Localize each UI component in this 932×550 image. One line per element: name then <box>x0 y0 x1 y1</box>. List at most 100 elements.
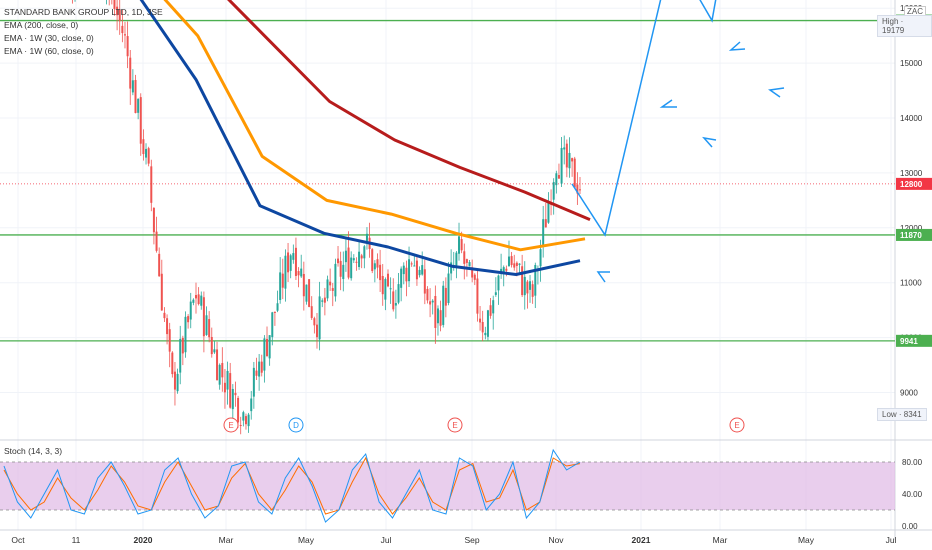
candle-body <box>529 281 531 290</box>
candle-body <box>150 166 152 202</box>
candle-body <box>342 265 344 279</box>
candle-body <box>458 236 460 253</box>
candle-body <box>508 257 510 267</box>
candle-body <box>445 288 447 306</box>
candle-body <box>374 263 376 269</box>
candle-body <box>324 298 326 303</box>
candle-body <box>305 285 307 302</box>
stoch-tick-label: 80.00 <box>902 458 923 467</box>
projection-arrows <box>572 0 803 282</box>
candle-body <box>234 393 236 395</box>
candle-body <box>479 319 481 323</box>
candle-body <box>526 282 528 294</box>
low-label: Low · 8341 <box>877 408 927 421</box>
candle-body <box>542 219 544 245</box>
candle-body <box>376 259 378 267</box>
high-label: High · 19179 <box>877 15 932 37</box>
candle-body <box>350 258 352 279</box>
candle-body <box>287 252 289 272</box>
price-tick-label: 13000 <box>900 169 923 178</box>
stoch-tick-label: 40.00 <box>902 490 923 499</box>
current-price-text: 12800 <box>900 180 923 189</box>
candle-body <box>292 253 294 260</box>
stoch-legend[interactable]: Stoch (14, 3, 3) <box>4 446 62 456</box>
time-tick-label: 2021 <box>632 535 651 545</box>
candle-body <box>450 262 452 273</box>
candle-body <box>440 310 442 326</box>
candle-body <box>219 365 221 385</box>
candle-body <box>561 148 563 184</box>
candle-body <box>503 267 505 272</box>
candle-body <box>248 415 250 427</box>
candle-body <box>158 254 160 276</box>
price-axis[interactable]: 9000100001100012000130001400015000160001… <box>896 0 932 398</box>
candle-body <box>266 339 268 356</box>
candle-body <box>371 249 373 271</box>
candle-body <box>332 288 334 291</box>
price-tick-label: 14000 <box>900 114 923 123</box>
candle-body <box>566 144 568 168</box>
candle-body <box>148 148 150 163</box>
ema200-legend[interactable]: EMA (200, close, 0) <box>4 19 163 32</box>
ema60w-legend[interactable]: EMA · 1W (60, close, 0) <box>4 45 163 58</box>
candle-body <box>540 249 542 266</box>
candle-body <box>482 322 484 332</box>
candle-body <box>198 294 200 304</box>
candle-body <box>416 261 418 280</box>
event-marker-label: E <box>452 421 457 430</box>
candle-body <box>169 329 171 351</box>
candle-body <box>311 306 313 318</box>
candle-body <box>137 99 139 113</box>
candle-body <box>298 271 300 275</box>
arrow-head <box>770 88 784 97</box>
candle-body <box>408 259 410 281</box>
candle-body <box>279 272 281 300</box>
candle-body <box>571 158 573 161</box>
candle-body <box>442 286 444 325</box>
candle-body <box>337 259 339 264</box>
candle-body <box>384 279 386 300</box>
ema30w-legend[interactable]: EMA · 1W (30, close, 0) <box>4 32 163 45</box>
candle-body <box>340 261 342 277</box>
candle-body <box>242 412 244 420</box>
candle-body <box>229 373 231 408</box>
time-tick-label: Oct <box>11 535 25 545</box>
candle-body <box>413 265 415 266</box>
event-marker-label: E <box>228 421 233 430</box>
projection-path <box>572 0 803 235</box>
candle-body <box>400 269 402 288</box>
candle-body <box>466 259 468 263</box>
time-axis[interactable]: Oct 11 2020 Mar May Jul Sep Nov 2021 Mar May Jul <box>11 535 896 545</box>
candle-body <box>303 274 305 296</box>
candle-body <box>476 279 478 314</box>
candle-body <box>255 371 257 376</box>
candle-body <box>429 301 431 304</box>
candle-body <box>361 255 363 258</box>
chart-legend[interactable]: STANDARD BANK GROUP LTD, 1D, JSE EMA (20… <box>4 6 163 58</box>
candle-body <box>190 302 192 320</box>
price-tick-label: 15000 <box>900 59 923 68</box>
candle-body <box>253 368 255 397</box>
candle-body <box>200 296 202 306</box>
candle-body <box>353 258 355 260</box>
candle-body <box>166 318 168 334</box>
candle-body <box>411 263 413 264</box>
candle-body <box>269 335 271 358</box>
symbol-title[interactable]: STANDARD BANK GROUP LTD, 1D, JSE <box>4 6 163 19</box>
candle-body <box>184 317 186 352</box>
candle-body <box>174 372 176 390</box>
candle-body <box>545 219 547 227</box>
candle-body <box>192 300 194 303</box>
candle-body <box>227 371 229 390</box>
price-tick-label: 9000 <box>900 389 918 398</box>
candle-body <box>316 325 318 338</box>
time-tick-label: 11 <box>72 535 81 545</box>
candle-body <box>135 80 137 113</box>
time-tick-label: Jul <box>381 535 392 545</box>
time-tick-label: May <box>298 535 315 545</box>
time-tick-label: May <box>798 535 815 545</box>
stochastic-panel[interactable]: 80.00 40.00 0.00 <box>0 450 923 531</box>
